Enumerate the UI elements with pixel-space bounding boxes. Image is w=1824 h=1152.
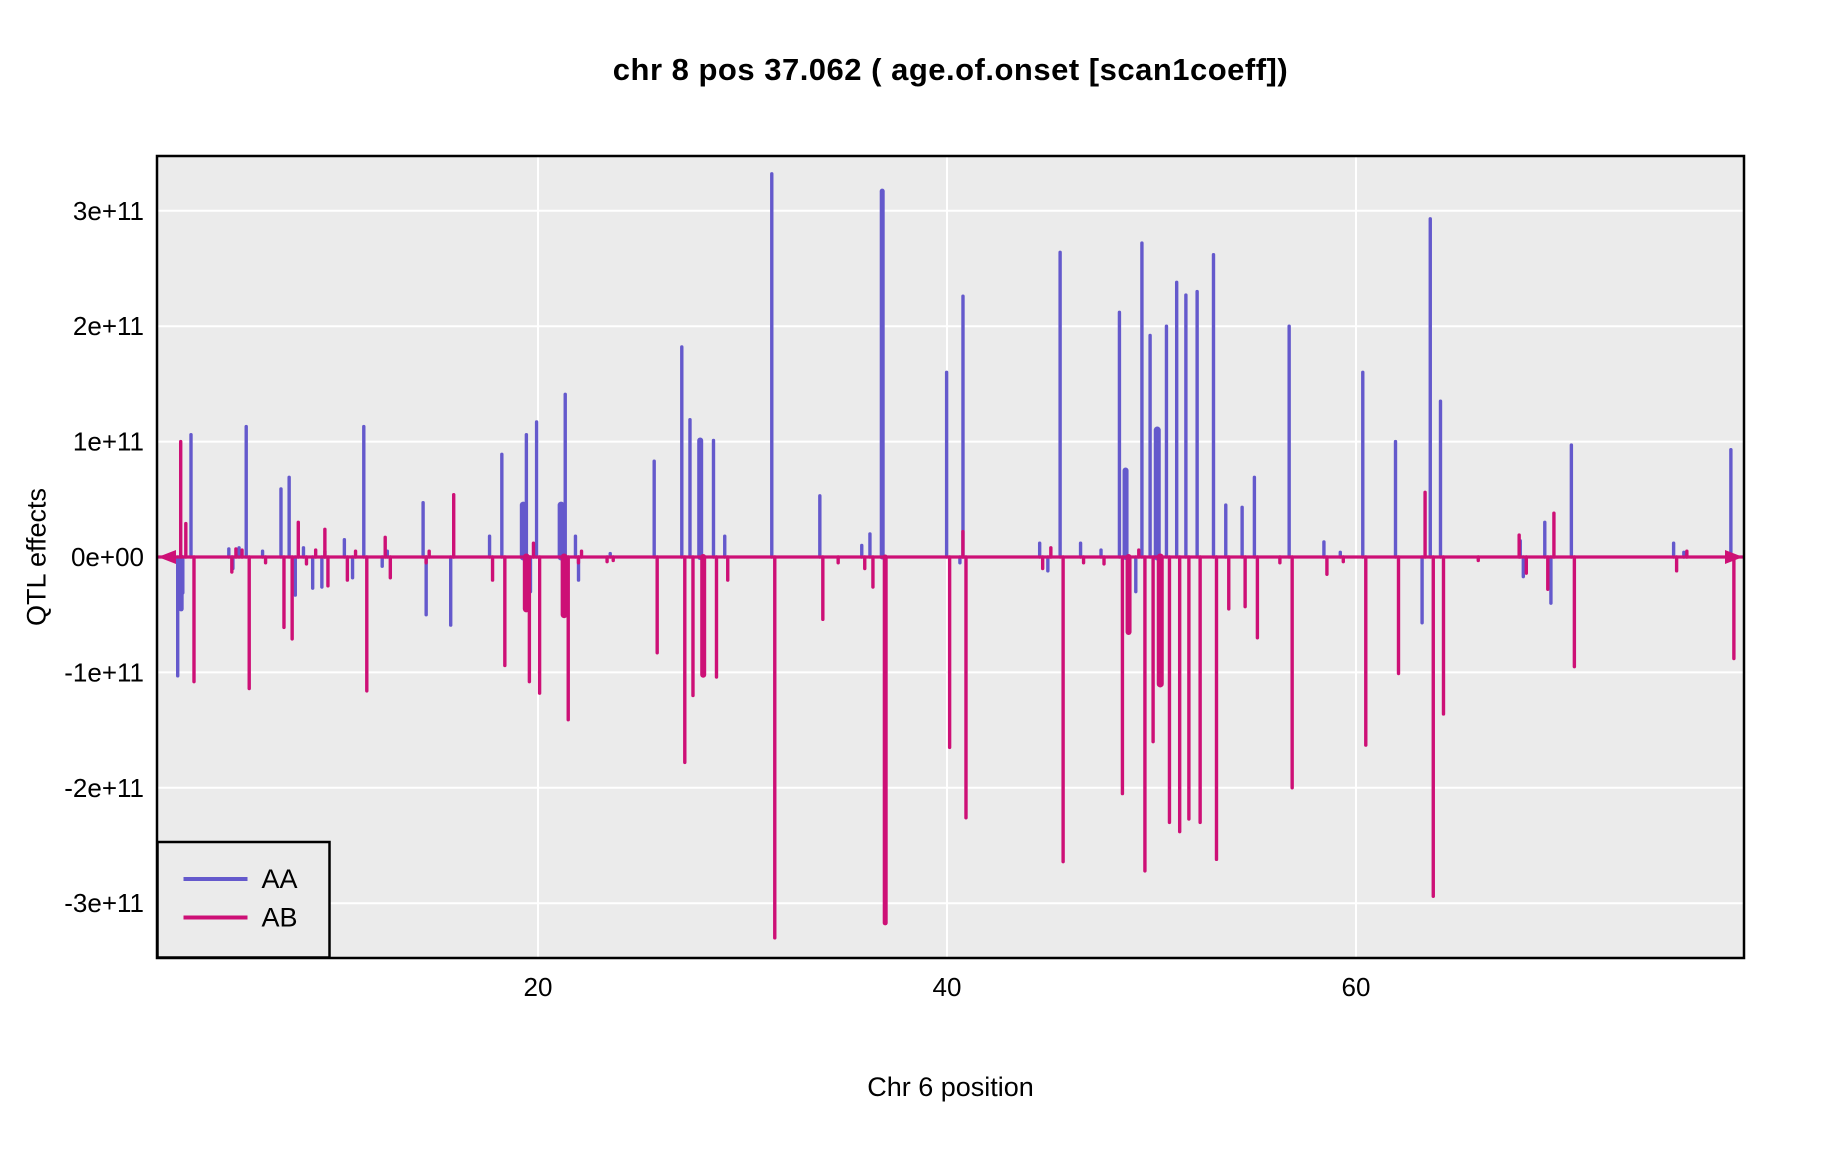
legend-box	[156, 840, 331, 959]
x-tick-label: 60	[1342, 972, 1371, 1002]
y-tick-label: 0e+00	[71, 542, 144, 572]
baseline-right-arrow	[1725, 550, 1743, 564]
y-axis-title: QTL effects	[21, 487, 52, 627]
y-tick-label: 1e+11	[73, 427, 144, 457]
legend-label-aa: AA	[262, 864, 298, 894]
x-tick-label: 20	[524, 972, 553, 1002]
x-axis-title: Chr 6 position	[867, 1072, 1034, 1102]
chart-title: chr 8 pos 37.062 ( age.of.onset [scan1co…	[612, 52, 1289, 87]
y-tick-label: -2e+11	[64, 773, 144, 803]
y-tick-label: 2e+11	[73, 311, 144, 341]
plot-border	[155, 154, 1746, 960]
legend-label-ab: AB	[262, 903, 298, 933]
baseline-left-arrow	[158, 550, 176, 564]
y-tick-label: 3e+11	[73, 196, 144, 226]
y-tick-label: -3e+11	[64, 888, 144, 918]
y-tick-label: -1e+11	[64, 657, 144, 687]
x-tick-label: 40	[933, 972, 962, 1002]
